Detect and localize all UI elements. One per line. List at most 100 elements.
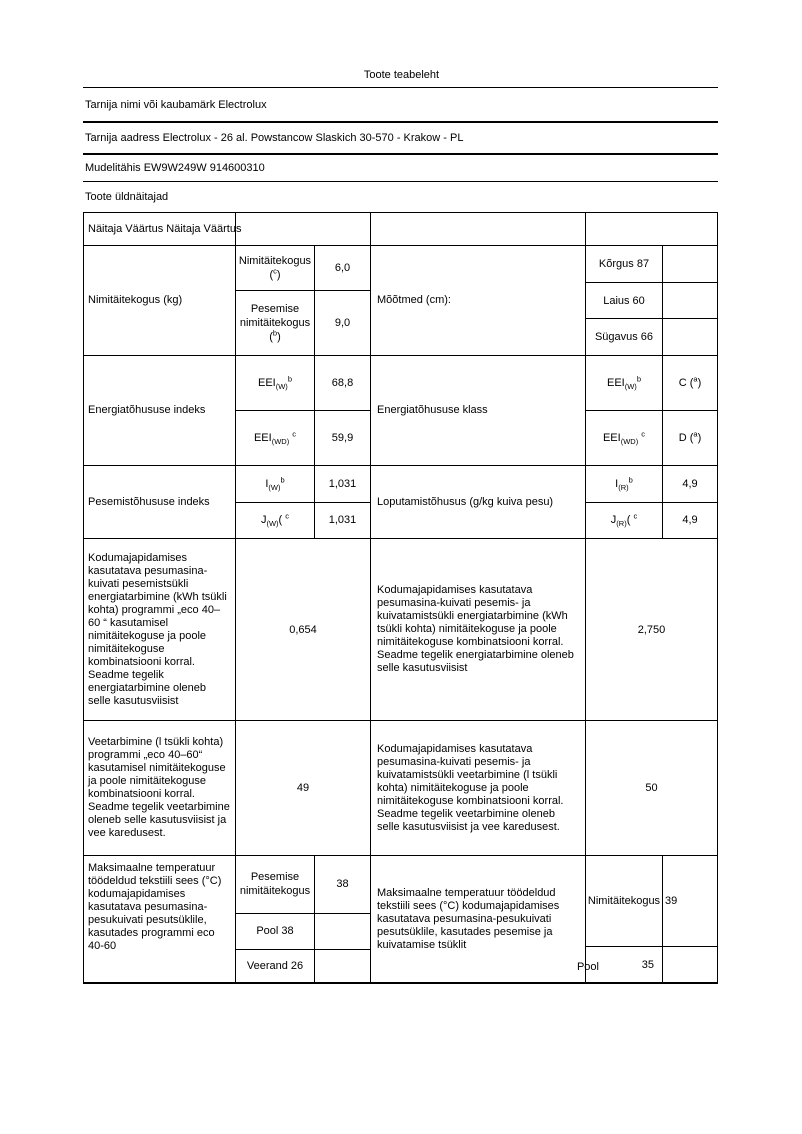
section-title-text: Toote üldnäitajad: [85, 191, 169, 203]
row-max-temperature: Maksimaalne temperatuur töödeldud teksti…: [84, 856, 717, 983]
model-row: Mudelitähis EW9W249W 914600310: [83, 155, 718, 182]
jr-row: J(R)( c 4,9: [586, 502, 717, 538]
dimension-depth-row: Sügavus 66: [586, 319, 717, 356]
dimensions-label: Mõõtmed (cm):: [371, 246, 586, 355]
eei-w-value: 68,8: [331, 377, 354, 389]
jw-row: J(W)( c 1,031: [236, 502, 370, 538]
iw-row: I(W)b 1,031: [236, 466, 370, 503]
supplier-address-text: Tarnija aadress Electrolux - 26 al. Pows…: [85, 132, 464, 144]
header-empty-cell-1: [236, 213, 371, 245]
dimension-width-row: Laius 60: [586, 282, 717, 320]
table-header-row: Näitaja Väärtus Näitaja Väärtus: [84, 213, 717, 246]
table-header-cell: Näitaja Väärtus Näitaja Väärtus: [84, 213, 241, 245]
page-title: Toote teabeleht: [363, 69, 440, 81]
ir-row: I(R)b 4,9: [586, 466, 717, 503]
energy-class-d: D (a): [678, 429, 702, 444]
max-temp-rated-value: 38: [336, 878, 349, 891]
capacity-label: Nimitäitekogus (kg): [84, 246, 236, 355]
eei-wd-value: 59,9: [331, 432, 354, 444]
energy-class-subtable: EEI(W)b C (a) EEI(WD) c D (a): [586, 356, 717, 465]
max-temp-quarter-value-cell: [315, 950, 370, 982]
water-consumption-wash-text: Veetarbimine (l tsükli kohta) programmi …: [84, 721, 236, 855]
dimension-width: Laius 60: [586, 282, 663, 319]
energy-consumption-wash-value: 0,654: [236, 539, 371, 720]
ir-value: 4,9: [682, 477, 698, 490]
water-consumption-washdry-text: Kodumajapidamises kasutatava pesumasina-…: [371, 721, 586, 855]
energy-class-wd-symbol: EEI(WD) c: [586, 411, 663, 465]
eei-w-symbol: EEI(W)b: [236, 356, 315, 410]
capacity-sub2-note: (b): [269, 328, 281, 344]
capacity-sub1-value: 6,0: [334, 262, 351, 275]
row-capacity: Nimitäitekogus (kg) Nimitäitekogus (c) 6…: [84, 246, 717, 356]
max-temp-half-row: Pool 38: [236, 913, 370, 951]
max-temp-pool-label: Pool: [576, 961, 599, 973]
jw-symbol: J(W)( c: [236, 502, 315, 538]
energy-class-w-value: C (a): [663, 356, 717, 410]
max-temp-rated-name: Pesemise nimitäitekogus: [236, 856, 315, 913]
max-temp-quarter-name: Veerand 26: [236, 950, 315, 983]
max-temp-right-rated-value: 39: [665, 895, 678, 907]
energy-index-label: Energiatõhususe indeks: [84, 356, 236, 465]
jr-formula: J(R)( c: [610, 511, 638, 529]
eei-w-formula: EEI(W)b: [258, 374, 292, 392]
product-fiche: Toote teabeleht Tarnija nimi või kaubamä…: [83, 60, 718, 984]
dimension-height: Kõrgus 87: [586, 246, 663, 282]
capacity-sub1-name-cell: Nimitäitekogus (c): [236, 246, 315, 291]
max-temp-half-name: Pool 38: [236, 913, 315, 950]
energy-class-c: C (a): [678, 374, 702, 389]
capacity-sub1-note: (c): [269, 266, 281, 282]
max-temp-right-pool-value: 35: [586, 947, 663, 982]
max-temp-subtable: Pesemise nimitäitekogus 38 Pool 38 Veera…: [236, 856, 371, 983]
eei-wd-row: EEI(WD) c 59,9: [236, 411, 370, 465]
capacity-sub2-name: Pesemise nimitäitekogus: [239, 303, 311, 330]
water-consumption-washdry-value: 50: [645, 782, 658, 794]
iw-symbol: I(W)b: [236, 466, 315, 502]
max-temp-right-subtable: Nimitäitekogus 39 35: [586, 856, 717, 982]
capacity-subrow-wash: Pesemise nimitäitekogus (b) 9,0: [236, 291, 370, 355]
max-temp-rated-row: Pesemise nimitäitekogus 38: [236, 856, 370, 914]
energy-class-wd-value: D (a): [663, 411, 717, 465]
max-temp-right-rated-name: Nimitäitekogus: [586, 856, 663, 946]
jr-symbol: J(R)( c: [586, 502, 663, 538]
max-temp-half-value-cell: [315, 914, 370, 950]
dimension-depth: Sügavus 66: [586, 319, 663, 356]
eei-wd-formula: EEI(WD) c: [253, 429, 297, 447]
supplier-name-row: Tarnija nimi või kaubamärk Electrolux: [83, 88, 718, 123]
row-wash-index: Pesemistõhususe indeks I(W)b 1,031 J(W)(…: [84, 466, 717, 539]
eei-wd-symbol: EEI(WD) c: [236, 411, 315, 465]
wash-index-label: Pesemistõhususe indeks: [84, 466, 236, 538]
ir-formula: I(R)b: [615, 475, 633, 492]
iw-formula: I(W)b: [265, 475, 285, 492]
document-title-row: Toote teabeleht: [83, 60, 718, 88]
row-energy-index: Energiatõhususe indeks EEI(W)b 68,8 EEI(…: [84, 356, 717, 466]
energy-class-w-symbol: EEI(W)b: [586, 356, 663, 410]
eei-w-row: EEI(W)b 68,8: [236, 356, 370, 411]
dimension-height-value-cell: [663, 246, 717, 282]
supplier-address-row: Tarnija aadress Electrolux - 26 al. Pows…: [83, 123, 718, 155]
rinse-subtable: I(R)b 4,9 J(R)( c 4,9: [586, 466, 717, 538]
max-temp-wash-text: Maksimaalne temperatuur töödeldud teksti…: [84, 856, 236, 982]
max-temp-right-rated-row: Nimitäitekogus 39: [586, 856, 717, 947]
energy-class-w-formula: EEI(W)b: [607, 374, 641, 392]
max-temp-washdry-text: Maksimaalne temperatuur töödeldud teksti…: [377, 886, 560, 951]
max-temp-quarter-row: Veerand 26: [236, 950, 370, 983]
iw-value: 1,031: [328, 477, 357, 490]
energy-class-wd-row: EEI(WD) c D (a): [586, 411, 717, 465]
energy-index-subtable: EEI(W)b 68,8 EEI(WD) c 59,9: [236, 356, 371, 465]
ir-symbol: I(R)b: [586, 466, 663, 502]
energy-consumption-washdry-text: Kodumajapidamises kasutatava pesumasina-…: [371, 539, 586, 720]
energy-consumption-wash-text: Kodumajapidamises kasutatava pesumasina-…: [84, 539, 236, 720]
capacity-sub1-name: Nimitäitekogus: [238, 255, 312, 268]
header-empty-cell-3: [586, 213, 717, 245]
dimension-width-value-cell: [663, 283, 717, 319]
energy-class-wd-formula: EEI(WD) c: [602, 429, 646, 447]
supplier-name-text: Tarnija nimi või kaubamärk Electrolux: [85, 98, 267, 111]
dimension-height-row: Kõrgus 87: [586, 246, 717, 283]
max-temp-right-pool-empty-cell: [663, 947, 717, 982]
dimension-depth-value-cell: [663, 319, 717, 355]
energy-consumption-washdry-value: 2,750: [637, 623, 666, 636]
model-text: Mudelitähis EW9W249W 914600310: [85, 162, 265, 174]
table-header-text: Näitaja Väärtus Näitaja Väärtus: [88, 222, 242, 235]
dimensions-subtable: Kõrgus 87 Laius 60 Sügavus 66: [586, 246, 717, 356]
